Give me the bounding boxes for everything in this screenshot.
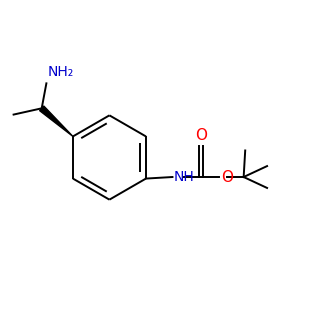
Text: O: O [195, 128, 207, 143]
Text: NH: NH [174, 170, 195, 184]
Polygon shape [40, 106, 73, 136]
Text: NH₂: NH₂ [48, 65, 74, 79]
Text: O: O [221, 169, 233, 185]
